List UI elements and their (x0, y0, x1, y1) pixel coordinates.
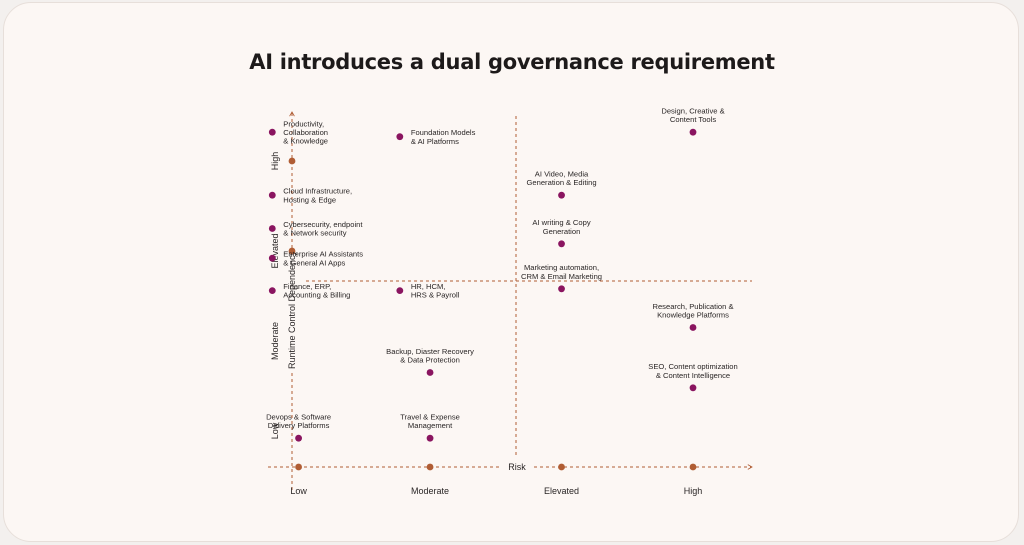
data-point-label-line: & Knowledge (283, 137, 328, 146)
data-point-label: Cybersecurity, endpoint & Network securit… (283, 220, 363, 238)
data-point-label: HR, HCM, HRS & Payroll (411, 282, 460, 300)
data-point-label: Travel & Expense Management (400, 413, 460, 431)
y-axis-title: Runtime Control Dependency (287, 250, 297, 369)
data-point-label: Backup, Diaster Recovery & Data Protectio… (386, 347, 474, 365)
data-point-label: Enterprise AI Assistants & General AI App… (283, 250, 363, 268)
y-tick-label: High (270, 152, 280, 171)
data-point-label: Devops & Software Delivery Platforms (266, 413, 331, 431)
data-points: Productivity, Collaboration & Knowledge Fou… (266, 107, 738, 442)
data-point-label-line: Research, Publication & (652, 302, 733, 311)
data-point-label-line: HR, HCM, (411, 282, 446, 291)
data-point-label: Design, Creative & Content Tools (661, 107, 724, 125)
data-point-label-line: Management (408, 421, 453, 430)
data-point-label: AI writing & Copy Generation (532, 218, 590, 236)
chart-title: AI introduces a dual governance requirem… (249, 50, 775, 74)
data-point-label-line: & Data Protection (400, 356, 460, 365)
x-tick-marker (426, 463, 434, 471)
data-point (689, 324, 697, 331)
data-point (558, 191, 565, 199)
data-point-label-line: HRS & Payroll (411, 291, 460, 300)
data-point-label-line: Travel & Expense (400, 413, 460, 422)
data-point-label-line: SEO, Content optimization (648, 362, 737, 371)
data-point (268, 128, 276, 136)
x-axis-title: Risk (508, 462, 526, 472)
data-point-label: Cloud Infrastructure, Hosting & Edge (283, 187, 352, 205)
x-tick-marker (558, 463, 565, 471)
data-point (268, 225, 276, 232)
y-tick-label: Moderate (270, 322, 280, 360)
y-tick-label: Low (270, 422, 280, 439)
data-point-label: Finance, ERP, Accounting & Billing (283, 282, 350, 300)
data-point-label-line: Knowledge Platforms (657, 311, 729, 320)
data-point-label-line: Content Tools (670, 115, 716, 124)
chart-card (3, 2, 1019, 542)
axes: Risk Runtime Control Dependency Low Moderat… (268, 111, 753, 496)
data-point-label-line: Generation & Editing (526, 178, 596, 187)
data-point-label-line: Accounting & Billing (283, 291, 350, 300)
data-point (689, 128, 697, 136)
y-tick-marker (288, 247, 296, 255)
data-point (268, 254, 276, 262)
data-point-label-line: Collaboration (283, 128, 328, 137)
data-point-label-line: Finance, ERP, (283, 282, 331, 291)
data-point (268, 191, 276, 199)
data-point-label-line: Foundation Models (411, 128, 476, 137)
x-tick-label: Elevated (544, 486, 579, 496)
data-point-label-line: Cybersecurity, endpoint (283, 220, 363, 229)
x-tick-label: Low (290, 486, 307, 496)
data-point (426, 369, 434, 376)
data-point-label-line: Devops & Software (266, 413, 331, 422)
data-point-label-line: Delivery Platforms (268, 421, 330, 430)
x-tick-label: High (684, 486, 703, 496)
data-point-label-line: & Network security (283, 229, 347, 238)
data-point-label-line: AI writing & Copy (532, 218, 590, 227)
data-point (689, 384, 697, 392)
data-point-label-line: AI Video, Media (535, 170, 589, 179)
data-point-label-line: Backup, Diaster Recovery (386, 347, 474, 356)
data-point-label-line: CRM & Email Marketing (521, 272, 602, 281)
data-point (396, 287, 404, 294)
data-point (558, 240, 565, 248)
data-point-label: Marketing automation, CRM & Email Marketi… (521, 263, 602, 281)
data-point (268, 287, 276, 294)
data-point-label: Foundation Models & AI Platforms (411, 128, 476, 146)
data-point (295, 434, 302, 442)
data-point-label: AI Video, Media Generation & Editing (526, 170, 596, 188)
data-point-label-line: & General AI Apps (283, 258, 345, 267)
data-point-label-line: Marketing automation, (524, 263, 599, 272)
data-point-label-line: Generation (543, 227, 581, 236)
data-point-label-line: & Content Intelligence (656, 371, 730, 380)
data-point-label-line: Enterprise AI Assistants (283, 250, 363, 259)
data-point (396, 133, 404, 141)
data-point (558, 285, 565, 293)
y-tick-label: Elevated (270, 233, 280, 268)
x-tick-label: Moderate (411, 486, 449, 496)
data-point-label-line: Hosting & Edge (283, 195, 336, 204)
data-point-label: SEO, Content optimization & Content Intel… (648, 362, 737, 380)
data-point-label: Productivity, Collaboration & Knowledge (283, 119, 328, 145)
data-point-label-line: & AI Platforms (411, 137, 459, 146)
data-point-label-line: Design, Creative & (661, 107, 724, 116)
data-point-label-line: Productivity, (283, 119, 324, 128)
data-point-label-line: Cloud Infrastructure, (283, 187, 352, 196)
x-tick-marker (295, 463, 302, 471)
data-point-label: Research, Publication & Knowledge Platfor… (652, 302, 733, 320)
x-tick-marker (689, 463, 697, 471)
data-point (426, 434, 434, 442)
y-tick-marker (288, 157, 296, 165)
